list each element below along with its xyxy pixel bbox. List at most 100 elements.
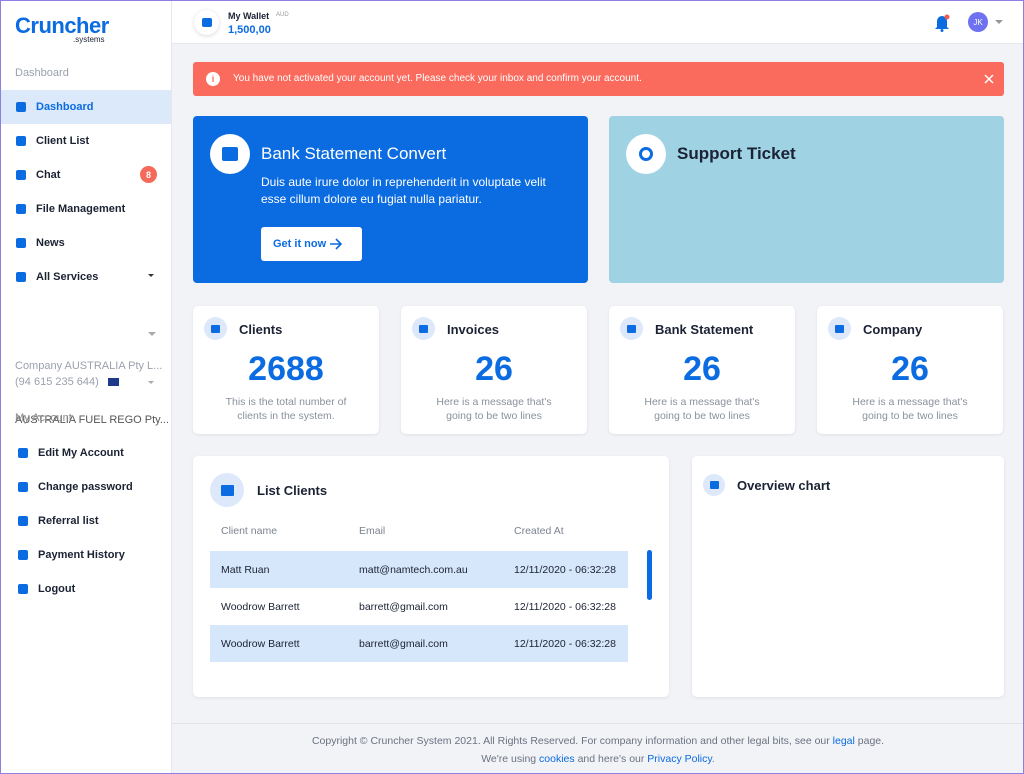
stat-text: Here is a message that's going to be two… <box>644 396 760 422</box>
wallet-amount: 1,500,00 <box>228 24 271 36</box>
table-cell: Woodrow Barrett <box>221 638 300 650</box>
stat-card: Bank Statement 26 Here is a message that's… <box>609 306 795 434</box>
privacy-link[interactable]: Privacy Policy <box>647 753 712 765</box>
footer-text: and here's our <box>574 753 648 765</box>
stat-value: 26 <box>683 350 721 388</box>
footer-text: Copyright © Cruncher System 2021. All Ri… <box>311 735 833 747</box>
account-heading: My Account <box>15 412 72 424</box>
logo[interactable]: Cruncher <box>15 13 109 38</box>
stat-card: Clients 2688 This is the total number of c… <box>193 306 379 434</box>
stat-title: Bank Statement <box>655 322 754 337</box>
info-icon: i <box>206 72 220 86</box>
account-icon <box>18 584 28 594</box>
table-row[interactable]: Matt Ruan matt@namtech.com.au 12/11/2020 -… <box>210 551 628 588</box>
nav-item[interactable]: Chat 8 <box>1 158 171 192</box>
table-cell: 12/11/2020 - 06:32:28 <box>514 601 616 613</box>
table-row[interactable]: Woodrow Barrett barrett@gmail.com 12/11/20… <box>210 625 628 662</box>
arrow <box>330 238 343 250</box>
caret <box>148 381 154 387</box>
stat-text: Here is a message that's going to be two… <box>852 396 968 422</box>
wallet-icon[interactable] <box>194 10 219 35</box>
icon-glyph <box>627 324 636 333</box>
company-name[interactable]: Company AUSTRALIA Pty L... <box>15 360 163 372</box>
caret <box>148 274 154 280</box>
account-item[interactable]: Payment History <box>1 538 171 572</box>
bank-icon <box>210 134 250 174</box>
close-button[interactable] <box>984 74 994 84</box>
badge: 8 <box>140 166 157 183</box>
account-item[interactable]: Change password <box>1 470 171 504</box>
icon-glyph <box>835 324 844 333</box>
column-header: Email <box>359 525 386 537</box>
caret[interactable] <box>995 20 1003 28</box>
card-title: Overview chart <box>737 478 831 493</box>
account-label: Referral list <box>38 515 99 527</box>
card-icon <box>703 474 725 496</box>
currency[interactable]: AUD <box>276 12 289 18</box>
scrollbar[interactable] <box>647 550 652 600</box>
account-label: Edit My Account <box>38 447 124 459</box>
nav-icon <box>16 204 26 214</box>
button-label[interactable]: Get it now <box>273 238 327 250</box>
stat-card: Invoices 26 Here is a message that's going… <box>401 306 587 434</box>
wallet-label: My Wallet <box>228 11 270 21</box>
list-clients-card: List Clients Client name Email Created At M… <box>193 456 669 697</box>
nav-label: All Services <box>36 271 99 283</box>
nav-label: Dashboard <box>36 101 94 113</box>
stat-icon <box>204 317 227 340</box>
footer-line: Copyright © Cruncher System 2021. All Ri… <box>172 732 1023 750</box>
footer-text: We're using <box>481 753 540 765</box>
nav-icon <box>16 238 26 248</box>
table-cell: Woodrow Barrett <box>221 601 300 613</box>
nav-item[interactable]: News <box>1 226 171 260</box>
notification-bell[interactable] <box>934 14 950 32</box>
card-title: List Clients <box>257 483 328 498</box>
table-cell: 12/11/2020 - 06:32:28 <box>514 564 616 576</box>
cookies-link[interactable]: cookies <box>539 753 575 765</box>
company-name[interactable]: AUSTRALIA FUEL REGO Pty... <box>15 414 170 426</box>
account-label: Change password <box>38 481 133 493</box>
support-card[interactable]: Support Ticket <box>609 116 1004 283</box>
table-cell: matt@namtech.com.au <box>359 564 468 576</box>
nav-item[interactable]: Client List <box>1 124 171 158</box>
nav-label: Client List <box>36 135 90 147</box>
account-icon <box>18 482 28 492</box>
footer-text: page. <box>854 735 885 747</box>
table-cell: 12/11/2020 - 06:32:28 <box>514 638 616 650</box>
nav-icon <box>16 136 26 146</box>
footer-line: We're using cookies and here's our Priva… <box>172 750 1023 768</box>
stat-value: 26 <box>475 350 513 388</box>
alert: i You have not activated your account ye… <box>193 62 1004 96</box>
account-item[interactable]: Logout <box>1 572 171 606</box>
caret <box>148 332 156 340</box>
promo-text: Duis aute irure dolor in reprehenderit i… <box>261 175 546 206</box>
table-cell: barrett@gmail.com <box>359 601 448 613</box>
account-item[interactable]: Edit My Account <box>1 436 171 470</box>
table-row[interactable]: Woodrow Barrett barrett@gmail.com 12/11/20… <box>210 588 628 625</box>
alert-text: You have not activated your account yet.… <box>233 73 642 84</box>
nav-item[interactable]: File Management <box>1 192 171 226</box>
stat-card: Company 26 Here is a message that's going … <box>817 306 1003 434</box>
avatar[interactable]: JK <box>968 12 988 32</box>
stat-text: Here is a message that's going to be two… <box>436 396 552 422</box>
nav-item[interactable]: Dashboard <box>1 90 171 124</box>
table-cell: barrett@gmail.com <box>359 638 448 650</box>
stat-value: 2688 <box>248 350 324 388</box>
topbar: My Wallet AUD 1,500,00 JK <box>172 1 1023 44</box>
nav-item[interactable]: All Services <box>1 260 171 294</box>
logo-sub: .systems <box>73 35 105 44</box>
account-item[interactable]: Referral list <box>1 504 171 538</box>
table-cell: Matt Ruan <box>221 564 270 576</box>
stat-value: 26 <box>891 350 929 388</box>
promo-title: Bank Statement Convert <box>261 144 447 163</box>
account-icon <box>18 550 28 560</box>
get-it-now-button[interactable]: Get it now <box>261 227 362 261</box>
nav-icon <box>16 272 26 282</box>
company-phone: (94 615 235 644) <box>15 376 99 388</box>
account-icon <box>18 448 28 458</box>
stat-title: Invoices <box>447 322 500 337</box>
footer: Copyright © Cruncher System 2021. All Ri… <box>172 723 1023 773</box>
legal-link[interactable]: legal <box>832 735 855 747</box>
